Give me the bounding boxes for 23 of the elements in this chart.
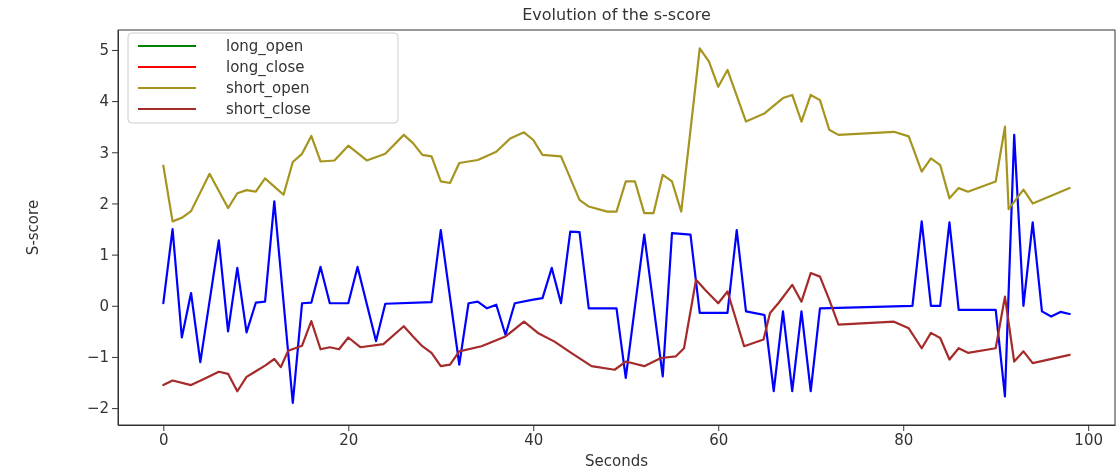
x-tick-label: 80 [894, 430, 914, 449]
legend-label: long_close [226, 58, 305, 77]
chart-title: Evolution of the s-score [522, 5, 711, 24]
x-tick-label: 0 [159, 430, 169, 449]
y-tick-label: −2 [86, 399, 109, 418]
x-axis-title: Seconds [584, 452, 649, 470]
legend-label: long_open [226, 37, 304, 56]
x-tick-label: 40 [524, 430, 544, 449]
y-tick-label: 5 [99, 41, 109, 60]
x-tick-label: 100 [1074, 430, 1103, 449]
y-tick-label: 3 [99, 143, 109, 162]
legend-label: short_close [226, 100, 311, 119]
line-series [162, 271, 1071, 393]
y-tick-label: 4 [99, 92, 109, 111]
y-tick-label: 1 [99, 245, 109, 264]
x-tick-label: 60 [709, 430, 729, 449]
y-tick-label: 2 [99, 194, 109, 213]
legend-label: short_open [226, 79, 310, 98]
x-tick-label: 20 [339, 430, 359, 449]
line-series [162, 133, 1071, 405]
y-axis-title: S-score [24, 199, 42, 256]
y-tick-label: 0 [99, 297, 109, 316]
y-tick-label: −1 [86, 348, 109, 367]
